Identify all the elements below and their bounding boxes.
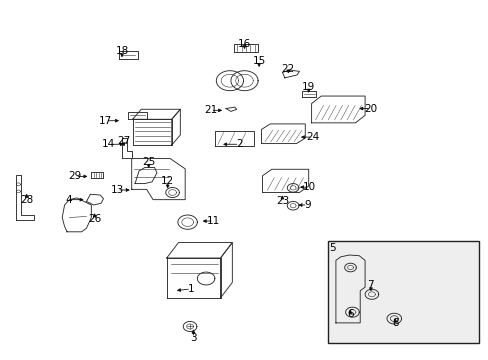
Text: 26: 26 <box>88 214 101 224</box>
Text: 22: 22 <box>281 64 294 73</box>
Text: 1: 1 <box>187 284 194 294</box>
Text: 16: 16 <box>237 39 251 49</box>
Text: 19: 19 <box>302 82 315 92</box>
Bar <box>327 241 478 342</box>
Text: 20: 20 <box>364 104 377 113</box>
Text: 14: 14 <box>102 139 115 149</box>
Text: 7: 7 <box>367 280 373 291</box>
Text: 2: 2 <box>236 139 243 149</box>
Text: 21: 21 <box>203 105 217 115</box>
Text: 24: 24 <box>305 132 319 142</box>
Text: 17: 17 <box>99 116 112 126</box>
Text: 9: 9 <box>304 200 310 210</box>
Text: 27: 27 <box>117 136 130 146</box>
Text: 3: 3 <box>190 333 196 343</box>
Text: 25: 25 <box>142 157 155 167</box>
Text: 18: 18 <box>115 46 128 57</box>
Text: 12: 12 <box>161 176 174 186</box>
Text: 15: 15 <box>252 57 265 66</box>
Text: 5: 5 <box>328 243 335 253</box>
Text: 11: 11 <box>207 216 220 226</box>
Text: 8: 8 <box>391 318 398 328</box>
Text: 13: 13 <box>110 185 123 195</box>
Text: 29: 29 <box>68 171 82 181</box>
Text: 28: 28 <box>20 195 33 204</box>
Text: 4: 4 <box>65 195 72 204</box>
Text: 6: 6 <box>346 309 353 319</box>
Text: 23: 23 <box>275 196 288 206</box>
Text: 10: 10 <box>302 182 315 192</box>
